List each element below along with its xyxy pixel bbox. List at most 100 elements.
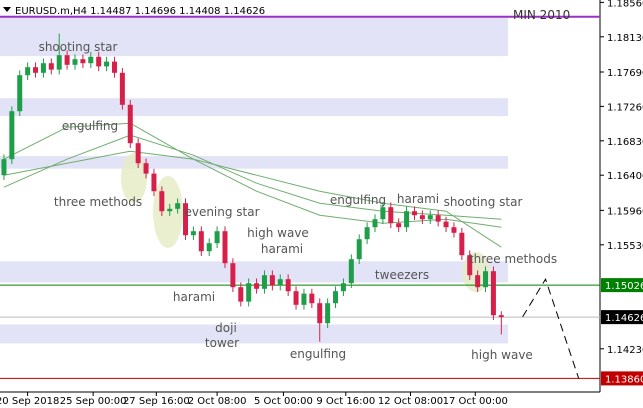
candle-body — [372, 219, 378, 228]
candle-body — [475, 275, 481, 288]
x-tick-label: 12 Oct 08:00 — [378, 396, 443, 407]
candle-body — [467, 255, 473, 276]
candle-body — [246, 283, 252, 302]
candle-body — [435, 215, 441, 222]
annotation: tower — [205, 336, 239, 350]
candle-body — [309, 293, 315, 304]
candle-body — [364, 227, 370, 240]
x-tick-label: 25 Sep 00:00 — [60, 396, 127, 407]
x-tick-label: 2 Oct 08:00 — [188, 396, 247, 407]
annotation: three methods — [54, 195, 142, 209]
candle-body — [254, 283, 260, 289]
x-tick-label: 17 Oct 00:00 — [443, 396, 508, 407]
candle-body — [419, 215, 425, 220]
candle-body — [356, 239, 362, 260]
menu-arrow[interactable] — [3, 7, 11, 12]
annotation: evening star — [184, 205, 259, 219]
y-tick-label: 1.16400 — [607, 171, 643, 182]
candle-body — [159, 191, 165, 212]
annotation: harami — [173, 290, 215, 304]
projection-line — [522, 278, 580, 379]
candle-body — [261, 275, 267, 289]
candle-body — [167, 208, 173, 212]
candle-body — [72, 59, 78, 65]
annotation: harami — [397, 192, 439, 206]
candle-body — [388, 207, 394, 224]
annotation: three methods — [469, 252, 557, 266]
candle-body — [214, 231, 220, 244]
candle-body — [1, 159, 7, 176]
candle-body — [348, 259, 354, 284]
y-tick-label: 1.15530 — [607, 241, 643, 252]
candle-body — [238, 287, 244, 302]
candle-body — [404, 211, 410, 228]
candle-body — [483, 271, 489, 288]
candle-body — [333, 291, 339, 304]
price-box — [601, 310, 643, 325]
candle-body — [151, 173, 157, 192]
candle-body — [277, 279, 283, 286]
y-tick-label: 1.14230 — [607, 345, 643, 356]
candle-body — [80, 59, 86, 64]
candle-body — [222, 231, 228, 264]
candle-body — [33, 67, 39, 73]
candle-body — [198, 231, 204, 252]
moving-average — [3, 134, 502, 220]
x-tick-label: 5 Oct 00:00 — [254, 396, 313, 407]
candle-body — [459, 232, 465, 256]
candle-body — [340, 283, 346, 292]
candle-body — [17, 75, 23, 112]
annotation: high wave — [471, 348, 533, 362]
y-tick-label: 1.18130 — [607, 33, 643, 44]
zone — [0, 156, 508, 169]
zone — [0, 261, 508, 283]
candle-body — [293, 291, 299, 305]
annotation: engulfing — [62, 119, 118, 133]
candle-body — [206, 243, 212, 252]
candle-body — [443, 221, 449, 228]
highlight — [121, 153, 147, 203]
candle-body — [230, 263, 236, 288]
candle-body — [143, 163, 149, 174]
moving-average — [3, 122, 502, 228]
candle-body — [285, 279, 291, 292]
price-box — [601, 278, 643, 293]
candle-body — [451, 227, 457, 233]
annotation: tweezers — [375, 268, 429, 282]
y-tick-label: 1.18560 — [607, 0, 643, 9]
x-tick-label: 27 Sep 16:00 — [123, 396, 190, 407]
price-label: 1.14626 — [605, 313, 643, 324]
y-tick-label: 1.17690 — [607, 68, 643, 79]
candle-body — [380, 207, 386, 220]
y-tick-label: 1.15960 — [607, 206, 643, 217]
candle-body — [411, 211, 417, 216]
candle-body — [498, 315, 504, 318]
candle-body — [88, 56, 94, 64]
x-tick-label: 20 Sep 2018 — [0, 396, 59, 407]
candle-body — [9, 111, 15, 160]
y-tick-label: 1.16830 — [607, 137, 643, 148]
candle-body — [490, 271, 496, 316]
candle-body — [48, 63, 54, 70]
annotation: harami — [261, 242, 303, 256]
x-tick-label: 9 Oct 16:00 — [316, 396, 375, 407]
annotation: engulfing — [330, 193, 386, 207]
price-label: 1.15026 — [605, 281, 643, 292]
candle-body — [396, 223, 402, 228]
y-tick-label: 1.17260 — [607, 102, 643, 113]
candle-body — [427, 215, 433, 220]
moving-average — [3, 150, 502, 248]
candle-body — [325, 303, 331, 324]
candle-body — [175, 203, 181, 209]
candle-body — [56, 55, 62, 70]
highlight — [153, 176, 183, 248]
price-label: 1.13860 — [605, 374, 643, 385]
candle-body — [190, 231, 196, 236]
candle-body — [64, 55, 70, 65]
candle-body — [25, 67, 31, 76]
zone — [0, 98, 508, 117]
annotation: doji — [215, 321, 237, 335]
candle-body — [96, 56, 102, 67]
annotation: engulfing — [290, 347, 346, 361]
candle-body — [269, 275, 275, 286]
